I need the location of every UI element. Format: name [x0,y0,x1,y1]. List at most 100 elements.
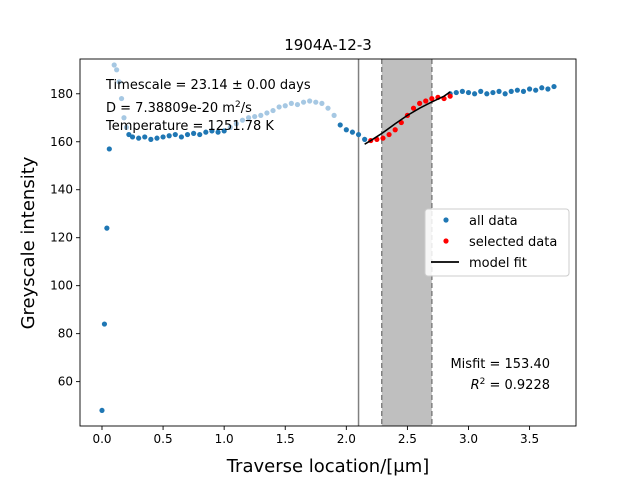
plot-frame [79,58,577,427]
point-all-data-41 [313,99,319,105]
point-all-data-44 [331,112,337,118]
point-all-data-27 [227,124,233,130]
point-all-data-0 [99,407,105,414]
point-all-data-26 [221,128,227,134]
x-tick-label-3: 1.5 [276,432,295,446]
point-selected-data-8 [417,100,423,106]
point-all-data-21 [191,130,197,136]
point-all-data-67 [551,83,557,90]
point-all-data-37 [288,100,294,106]
point-all-data-51 [453,89,459,96]
point-all-data-58 [496,88,502,94]
point-selected-data-4 [392,127,398,133]
point-all-data-18 [172,131,178,138]
x-tick-label-0: 0.0 [92,432,111,446]
y-axis-label: Greyscale intensity [18,156,39,329]
y-tick-label-2: 100 [50,279,73,293]
misfit-annotation: Misfit = 153.40 [450,357,550,372]
y-tick-label-1: 80 [58,327,73,341]
point-all-data-22 [197,131,203,138]
point-all-data-30 [245,115,252,121]
point-all-data-29 [239,117,246,123]
point-all-data-40 [307,98,313,104]
point-all-data-35 [276,104,282,110]
point-all-data-56 [484,91,490,97]
x-tick-label-1: 0.5 [154,432,173,446]
y-tick-label-5: 160 [50,135,73,149]
point-all-data-24 [209,128,215,134]
point-all-data-2 [104,225,110,231]
point-all-data-62 [520,88,527,94]
point-all-data-61 [514,87,520,93]
point-all-data-46 [343,127,349,133]
timescale-annotation: Timescale = 23.14 ± 0.00 days [105,78,311,93]
point-all-data-33 [264,110,270,116]
legend-label-selected-data: selected data [469,235,557,250]
point-all-data-36 [282,103,288,109]
point-selected-data-13 [447,93,453,99]
point-all-data-12 [136,135,142,141]
selection-shaded-region [381,59,432,426]
y-tick-label-6: 180 [50,87,73,101]
diffusivity-superscript: 2 [235,100,241,110]
point-all-data-49 [362,136,368,142]
model-fit-line [364,91,451,145]
x-tick-label-2: 1.0 [215,432,234,446]
point-all-data-5 [114,67,120,73]
point-all-data-15 [154,135,160,141]
stats-annotations: Timescale = 23.14 ± 0.00 days D = 7.3880… [105,78,550,393]
point-all-data-53 [465,89,472,96]
point-all-data-59 [502,91,508,97]
r-squared-symbol: R [471,378,480,393]
point-all-data-34 [270,107,276,114]
point-all-data-1 [101,321,108,327]
chart-title: 1904A-12-3 [284,36,372,54]
legend-label-model-fit: model fit [469,256,527,271]
point-selected-data-7 [410,105,417,111]
point-all-data-57 [490,89,496,96]
point-all-data-16 [160,134,166,140]
point-all-data-19 [178,134,184,140]
point-all-data-31 [252,113,258,120]
r-squared-superscript: 2 [480,377,486,387]
point-all-data-43 [325,105,331,111]
point-all-data-52 [459,88,465,94]
legend-marker-all-data [443,217,449,223]
point-all-data-66 [545,86,551,92]
point-selected-data-9 [423,98,429,104]
plot-layer [99,59,557,426]
r-squared-annotation: R2 = 0.9228 [471,377,550,393]
point-all-data-10 [126,131,132,138]
point-all-data-39 [300,99,307,105]
point-all-data-65 [539,85,545,91]
point-all-data-55 [478,88,484,94]
point-all-data-28 [233,121,239,127]
point-all-data-9 [123,124,130,130]
point-all-data-11 [129,134,136,140]
point-all-data-47 [349,129,356,135]
point-all-data-54 [472,91,478,97]
point-all-data-42 [319,100,325,106]
legend: all data selected data model fit [424,208,570,277]
diffusivity-suffix: /s [241,101,252,116]
x-tick-label-6: 3.0 [459,432,478,446]
point-all-data-7 [118,95,125,102]
legend-label-all-data: all data [469,214,518,229]
axes-layer: 0.0 0.5 1.0 1.5 2.0 2.5 3.0 3.5 60 80 100 120 140 160… [50,58,577,446]
r-squared-value: = 0.9228 [485,378,550,393]
point-all-data-25 [215,129,221,135]
point-all-data-48 [355,131,362,138]
point-all-data-13 [142,134,148,140]
point-all-data-4 [111,62,117,68]
point-all-data-14 [148,136,154,142]
point-all-data-63 [526,86,533,92]
legend-box [424,208,570,277]
legend-marker-selected-data [443,238,449,244]
x-tick-label-4: 2.0 [337,432,356,446]
point-all-data-64 [533,87,539,93]
y-tick-label-0: 60 [58,375,73,389]
point-all-data-23 [203,129,209,135]
point-selected-data-2 [380,135,386,141]
diffusivity-prefix: D = 7.38809e-20 m [106,101,235,116]
